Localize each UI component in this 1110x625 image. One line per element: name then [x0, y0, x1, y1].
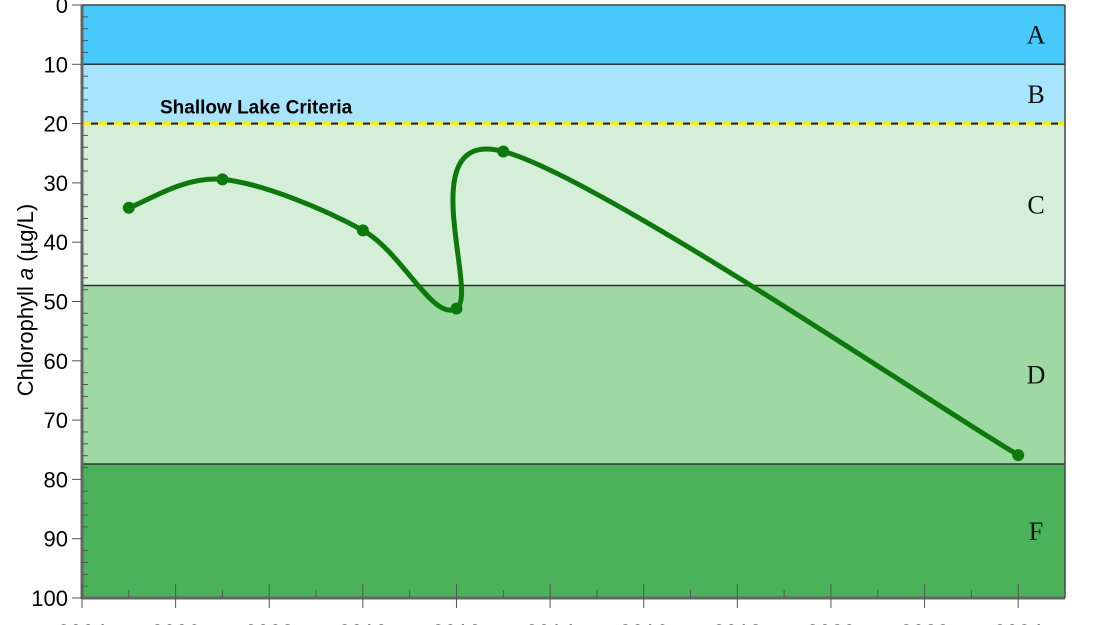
y-tick-label: 0 [56, 0, 68, 18]
data-point [497, 145, 510, 158]
y-tick-label: 70 [44, 408, 68, 433]
data-point [450, 302, 463, 315]
y-axis-label: Chlorophyll a (µg/L) [13, 204, 38, 396]
y-tick-label: 90 [44, 527, 68, 552]
x-tick-label: 2012 [432, 620, 481, 625]
x-tick-label: 2024 [994, 620, 1043, 625]
y-axis-label-part: a [13, 268, 38, 280]
y-axis-label-part: Chlorophyll [13, 280, 38, 396]
x-tick-label: 2016 [619, 620, 668, 625]
data-point [216, 173, 229, 186]
data-point [356, 224, 369, 237]
y-tick-label: 40 [44, 230, 68, 255]
x-tick-label: 2018 [713, 620, 762, 625]
x-tick-label: 2008 [245, 620, 294, 625]
band-label: D [1027, 361, 1046, 390]
y-tick-label: 20 [44, 112, 68, 137]
band-B [82, 64, 1065, 124]
y-tick-label: 10 [44, 52, 68, 77]
data-point [1012, 449, 1025, 462]
y-tick-label: 60 [44, 349, 68, 374]
x-tick-label: 2014 [526, 620, 575, 625]
reference-line-label: Shallow Lake Criteria [160, 98, 353, 119]
band-A [82, 5, 1065, 65]
x-tick-label: 2020 [806, 620, 855, 625]
x-tick-label: 2004 [58, 620, 107, 625]
y-tick-label: 80 [44, 467, 68, 492]
band-label: A [1027, 21, 1046, 50]
y-tick-label: 30 [44, 171, 68, 196]
x-tick-label: 2010 [338, 620, 387, 625]
data-point [122, 201, 135, 214]
y-tick-label: 100 [31, 586, 68, 611]
band-label: C [1027, 191, 1044, 220]
band-F [82, 463, 1065, 598]
band-label: F [1029, 517, 1043, 546]
y-tick-label: 50 [44, 290, 68, 315]
band-D [82, 285, 1065, 464]
band-label: B [1027, 80, 1044, 109]
x-tick-label: 2022 [900, 620, 949, 625]
x-tick-label: 2006 [151, 620, 200, 625]
band-C [82, 123, 1065, 286]
y-axis-label-part: (µg/L) [13, 204, 38, 268]
